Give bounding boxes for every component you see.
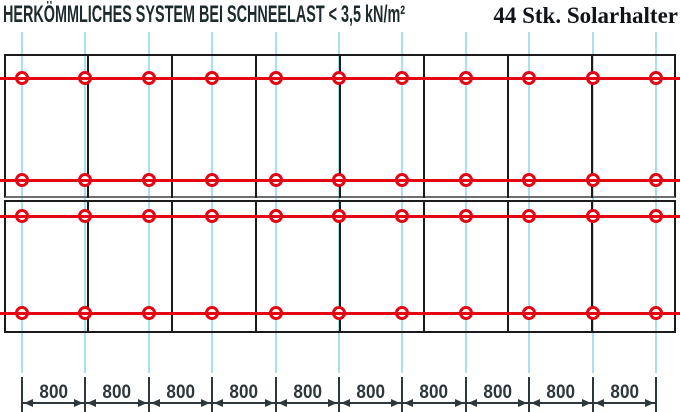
mounting-rail <box>0 178 680 182</box>
dimension-arrow-left-icon <box>150 399 160 407</box>
mounting-rail <box>0 214 680 218</box>
dimension-arrow-right-icon <box>328 399 337 407</box>
dimension-label: 800 <box>356 382 385 403</box>
dimension-line <box>23 402 85 404</box>
dimension-line <box>403 402 465 404</box>
dimension-arrow-left-icon <box>214 399 224 407</box>
dimension-tick <box>464 377 467 412</box>
module-divider <box>507 54 509 198</box>
dimension-tick <box>211 377 214 412</box>
dimension-tick <box>338 377 340 412</box>
dimension-arrow-right-icon <box>581 399 591 407</box>
dimension-label: 800 <box>229 382 259 403</box>
dimension-tick <box>274 377 277 412</box>
module-divider <box>591 54 593 198</box>
rafter-line <box>655 32 657 373</box>
dimension-arrow-left-icon <box>87 399 97 407</box>
dimension-tick <box>84 377 87 412</box>
dimension-label: 800 <box>419 382 449 403</box>
dimension-tick <box>147 377 150 412</box>
dimension-arrow-left-icon <box>531 399 541 407</box>
module-divider <box>423 54 425 198</box>
dimension-tick <box>21 377 23 412</box>
rafter-line <box>401 32 404 373</box>
rafter-line <box>274 32 277 373</box>
dimension-label: 800 <box>39 382 68 403</box>
module-divider <box>423 200 425 333</box>
mounting-rail <box>0 76 680 80</box>
dimension-line <box>466 402 529 404</box>
dimension-arrow-right-icon <box>645 399 654 407</box>
module-divider <box>339 200 341 333</box>
dimension-label: 800 <box>483 382 512 403</box>
module-divider <box>339 54 341 198</box>
dimension-arrow-left-icon <box>24 399 33 407</box>
dimension-arrow-right-icon <box>264 399 274 407</box>
dimension-tick <box>591 377 594 412</box>
dimension-arrow-left-icon <box>277 399 287 407</box>
dimension-tick <box>655 377 657 412</box>
dimension-label: 800 <box>293 382 322 403</box>
dimension-label: 800 <box>102 382 132 403</box>
dimension-arrow-right-icon <box>137 399 147 407</box>
dimension-label: 800 <box>610 382 639 403</box>
dimension-line <box>149 402 212 404</box>
module-divider <box>87 54 89 198</box>
module-divider <box>255 54 257 198</box>
dimension-tick <box>401 377 404 412</box>
dimension-arrow-right-icon <box>518 399 528 407</box>
module-divider <box>171 200 173 333</box>
rafter-line <box>147 32 150 373</box>
dimension-label: 800 <box>546 382 576 403</box>
dimension-line <box>86 402 148 404</box>
dimension-arrow-right-icon <box>391 399 401 407</box>
module-divider <box>87 200 89 333</box>
rafter-line <box>21 32 23 373</box>
module-divider <box>171 54 173 198</box>
rafter-line <box>464 32 467 373</box>
dimension-arrow-left-icon <box>594 399 604 407</box>
dimension-arrow-left-icon <box>341 399 350 407</box>
dimension-label: 800 <box>166 382 195 403</box>
rafter-line <box>84 32 87 373</box>
module-divider <box>507 200 509 333</box>
dimension-arrow-right-icon <box>454 399 464 407</box>
dimension-arrow-right-icon <box>201 399 211 407</box>
mounting-rail <box>0 311 680 315</box>
page-title: HERKÖMMLICHES SYSTEM BEI SCHNEELAST < 3,… <box>3 1 406 28</box>
module-divider <box>591 200 593 333</box>
dimension-tick <box>528 377 531 412</box>
holder-count-label: 44 Stk. Solarhalter <box>493 3 678 28</box>
dimension-line <box>530 402 592 404</box>
dimension-arrow-left-icon <box>404 399 414 407</box>
dimension-line <box>213 402 275 404</box>
dimension-line <box>340 402 402 404</box>
dimension-arrow-left-icon <box>467 399 477 407</box>
module-divider <box>255 200 257 333</box>
dimension-line <box>593 402 655 404</box>
dimension-line <box>276 402 338 404</box>
rafter-line <box>528 32 531 373</box>
rafter-line <box>211 32 214 373</box>
dimension-arrow-right-icon <box>74 399 84 407</box>
